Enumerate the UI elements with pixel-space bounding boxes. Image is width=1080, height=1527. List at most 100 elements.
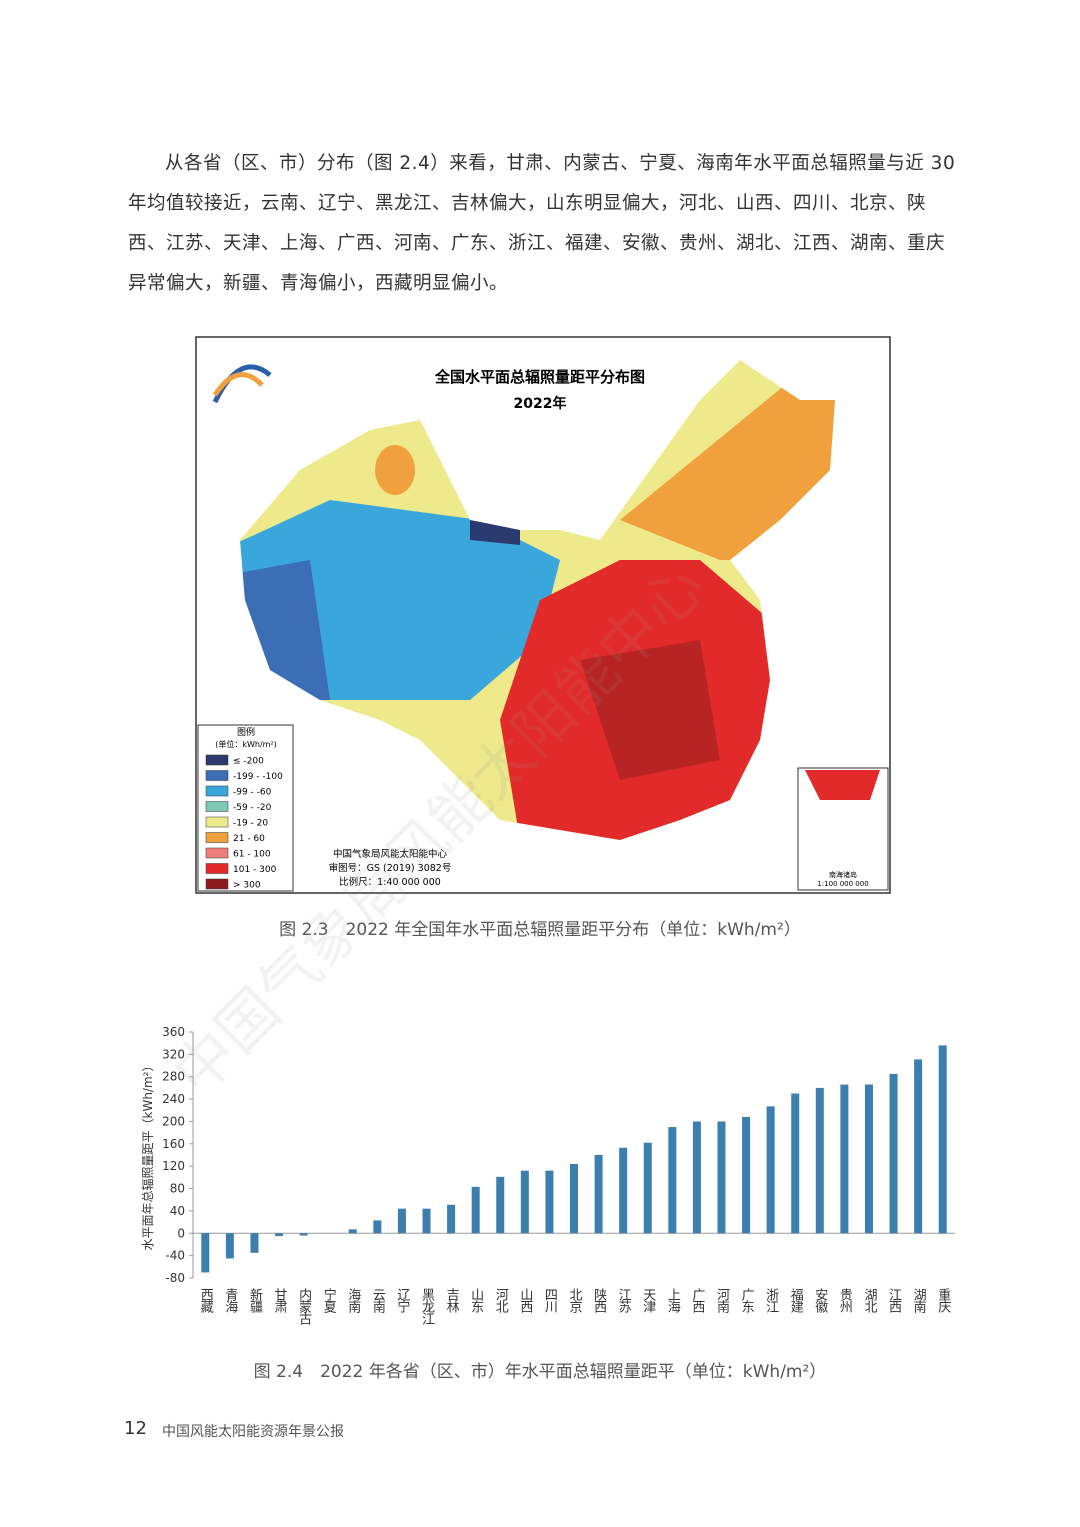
bar: [791, 1093, 800, 1234]
map-credit: 中国气象局风能太阳能中心: [333, 848, 448, 860]
map-figure: 全国水平面总辐照量距平分布图 2022年 图例 (单位：kWh/m²) ≤ -2…: [195, 336, 891, 894]
x-tick-label: 安徽: [812, 1288, 828, 1313]
bar: [742, 1116, 751, 1234]
bar: [545, 1170, 554, 1234]
legend-swatch: [205, 878, 229, 890]
y-tick-label: 120: [162, 1159, 185, 1173]
page-number: 12: [124, 1418, 147, 1439]
legend-swatch: [205, 863, 229, 874]
x-tick-label: 湖南: [911, 1288, 927, 1313]
logo: [212, 364, 272, 404]
y-tick-label: 280: [162, 1070, 185, 1084]
x-tick-label: 海南: [345, 1288, 361, 1313]
legend-label: 61 - 100: [233, 850, 271, 860]
map-caption: 图 2.3 2022 年全国年水平面总辐照量距平分布（单位：kWh/m²）: [279, 920, 801, 940]
legend-label: -59 - -20: [233, 803, 272, 813]
y-tick-label: 40: [170, 1204, 185, 1218]
inset-label: 1:100 000 000: [817, 880, 868, 888]
x-tick-label: 河北: [493, 1288, 509, 1314]
bar: [938, 1045, 947, 1234]
x-tick-label: 重庆: [935, 1287, 951, 1313]
x-tick-label: 江西: [886, 1288, 902, 1313]
legend-label: 101 - 300: [233, 865, 277, 875]
legend-swatch: [205, 816, 229, 828]
x-tick-label: 宁夏: [321, 1287, 337, 1313]
y-tick-label: 240: [162, 1092, 185, 1106]
x-tick-label: 山东: [468, 1288, 484, 1313]
bar: [864, 1084, 873, 1234]
x-tick-label: 浙江: [763, 1288, 779, 1313]
legend-label: > 300: [233, 881, 261, 891]
y-tick-label: 360: [162, 1025, 185, 1039]
legend-label: -199 - -100: [233, 772, 283, 782]
bar: [275, 1233, 284, 1237]
bar: [520, 1170, 529, 1234]
bar-chart: -80 -40 0 40 80 120 160 200 240 280 320 360 水平面年总辐照量…: [140, 1025, 955, 1325]
x-tick-label: 天津: [640, 1288, 656, 1313]
legend-swatch: [205, 770, 229, 781]
chart-caption: 图 2.4 2022 年各省（区、市）年水平面总辐照量距平（单位：kWh/m²）: [253, 1362, 827, 1382]
bar: [422, 1208, 431, 1234]
legend-label: ≤ -200: [233, 757, 264, 767]
x-tick-label: 广东: [739, 1288, 755, 1313]
map-credit: 审图号：GS (2019) 3082号: [329, 862, 452, 874]
map-title: 全国水平面总辐照量距平分布图: [434, 368, 645, 386]
x-tick-label: 江苏: [616, 1288, 632, 1313]
x-tick-label: 河南: [714, 1288, 730, 1313]
x-tick-label: 陕西: [591, 1288, 607, 1313]
x-tick-label: 山西: [517, 1288, 533, 1313]
legend-label: -19 - 20: [233, 819, 268, 829]
x-tick-label: 新疆: [247, 1287, 262, 1313]
bar: [496, 1176, 505, 1234]
bar: [373, 1220, 382, 1234]
bar: [471, 1186, 480, 1234]
y-tick-label: 80: [170, 1182, 185, 1196]
bar: [619, 1147, 628, 1234]
x-tick-label: 湖北: [861, 1288, 877, 1314]
y-axis-title: 水平面年总辐照量距平（kWh/m²）: [140, 1060, 155, 1251]
y-tick-label: 200: [162, 1114, 185, 1128]
y-tick-label: 0: [177, 1226, 185, 1240]
y-tick-label: 160: [162, 1137, 185, 1151]
bar: [225, 1233, 234, 1259]
logo: [212, 372, 264, 397]
x-tick-label: 云南: [370, 1288, 386, 1313]
x-tick-label: 北京: [567, 1288, 583, 1313]
x-tick-label: 吉林: [444, 1288, 460, 1313]
legend-swatch: [205, 785, 229, 797]
y-tick-label: -40: [165, 1249, 185, 1263]
bar: [594, 1155, 603, 1234]
bar: [299, 1233, 308, 1236]
x-tick-label: 四川: [542, 1288, 558, 1313]
map-year: 2022年: [514, 395, 567, 412]
legend-unit: (单位：kWh/m²): [215, 739, 277, 749]
x-tick-label: 甘肃: [272, 1288, 288, 1313]
bar: [815, 1087, 824, 1234]
x-tick-label: 广西: [689, 1288, 705, 1313]
inset-label: 南海诸岛: [829, 870, 857, 879]
legend-label: -99 - -60: [233, 788, 272, 798]
x-tick-label: 黑龙江: [419, 1288, 435, 1325]
bar: [914, 1059, 923, 1234]
bar: [570, 1163, 578, 1234]
paragraph: 从各省（区、市）分布（图 2.4）来看，甘肃、内蒙古、宁夏、海南年水平面总辐照量…: [128, 153, 956, 294]
legend-swatch: [205, 754, 229, 766]
inset-fill: [805, 770, 880, 800]
bar: [668, 1127, 677, 1234]
bar: [250, 1233, 259, 1253]
legend-swatch: [205, 847, 229, 859]
map-credit: 比例尺：1:40 000 000: [339, 876, 441, 888]
bar: [643, 1142, 652, 1234]
legend-swatch: [205, 801, 229, 812]
x-tick-label: 贵州: [837, 1288, 853, 1313]
bar: [840, 1084, 849, 1234]
bar: [447, 1204, 456, 1234]
legend-label: 21 - 60: [233, 834, 265, 844]
y-tick-label: 320: [162, 1047, 185, 1061]
x-tick-label: 青海: [222, 1288, 238, 1313]
footer-title: 中国风能太阳能资源年景公报: [162, 1424, 344, 1440]
legend-swatch: [205, 832, 229, 843]
bar: [201, 1233, 210, 1273]
y-tick-label: -80: [165, 1271, 185, 1285]
